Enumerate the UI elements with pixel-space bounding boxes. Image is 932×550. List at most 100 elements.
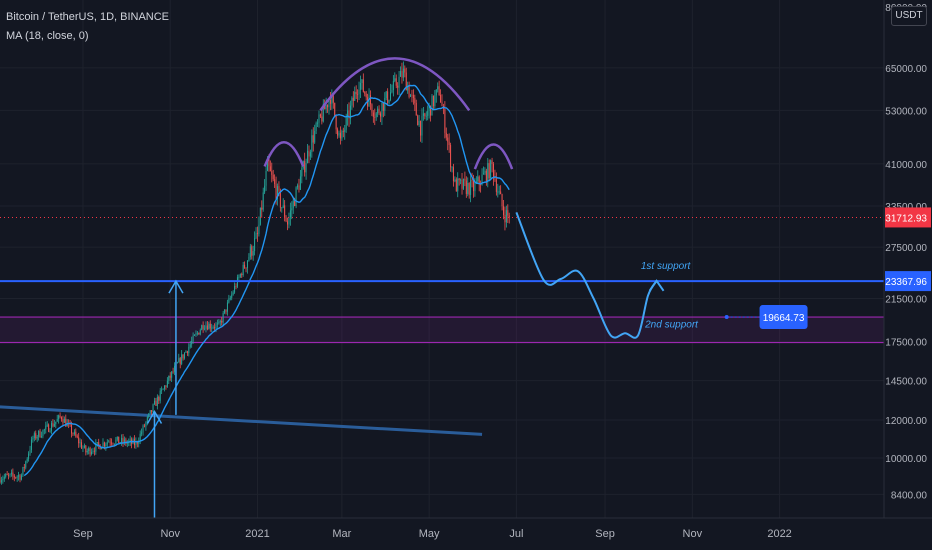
candle-body [452,167,454,182]
candle-body [166,380,168,387]
time-axis[interactable]: Sep Nov 2021 Mar May Jul Sep Nov 2022 [0,517,932,550]
candle-body [304,161,306,173]
candle-body [457,178,459,192]
candle-body [161,389,163,391]
candle-body [136,441,138,444]
candle-body [421,115,423,136]
candle-body [248,257,250,261]
candle-body [284,205,286,218]
candle-body [9,473,11,476]
currency-button[interactable]: USDT [891,6,927,26]
candle-body [5,474,7,477]
candle-body [312,135,314,143]
candle-body [254,238,256,252]
candle-body [434,95,436,107]
candle-body [251,246,253,256]
candle-body [344,129,346,132]
candle-body [53,423,55,427]
candle-body [264,185,266,193]
x-tick-label: Mar [332,528,351,540]
candle-body [52,423,54,427]
candle-body [287,221,289,225]
candle-body [171,371,173,378]
candle-body [18,475,20,477]
candle-body [455,179,457,192]
candle-body [195,333,197,335]
candle-body [216,323,218,325]
candle-body [249,246,251,258]
candle-body [478,176,480,184]
y-tick-label: 53000.00 [885,106,927,117]
candle-body [384,98,386,111]
candle-body [388,99,390,103]
candle-body [63,418,65,423]
candle-body [43,429,45,431]
candle-body [40,436,42,438]
candle-body [440,95,442,103]
candle-body [444,108,446,133]
candle-body [112,443,114,445]
candle-body [266,158,268,172]
candle-body [460,179,462,181]
candle-body [209,323,211,329]
descending-trendline [0,405,483,436]
candle-body [424,113,426,117]
candle-body [369,95,371,105]
candle-body [12,472,14,476]
candle-body [259,207,261,225]
candle-body [475,181,477,183]
candle-body [447,137,449,142]
candle-body [219,320,221,323]
candle-body [427,110,429,116]
candle-body [156,397,158,406]
candle-body [239,274,241,278]
candle-body [382,102,384,111]
candle-body [355,91,357,95]
candle-body [319,114,321,117]
candle-body [374,116,376,118]
candle-body [490,160,492,179]
x-tick-label: Sep [595,528,615,540]
candle-body [125,439,127,444]
trendline-layer [0,405,483,436]
candle-body [412,95,414,99]
candle-body [377,108,379,114]
candle-body [358,89,360,95]
candle-body [488,163,490,179]
candle-body [348,110,350,119]
candle-body [29,449,31,454]
candle-body [414,98,416,103]
candle-body [435,89,437,96]
candle-body [256,232,258,234]
candle-body [364,91,366,94]
candle-body [143,425,145,427]
candle-body [118,436,120,444]
candle-body [178,358,180,363]
candle-body [305,163,307,173]
annotations-layer: 1st support 2nd support 19664.73 [641,261,808,331]
candle-body [111,442,113,444]
candle-body [301,168,303,177]
candle-body [121,437,123,443]
candle-body [81,442,83,449]
candle-body [126,442,128,444]
candle-body [325,104,327,110]
candle-body [61,417,63,420]
candle-body [36,436,38,439]
candle-body [204,328,206,330]
candle-body [294,200,296,206]
candle-body [211,327,213,329]
price-axis[interactable]: 65000.0053000.0041000.0033500.0027500.00… [883,0,932,550]
x-tick-label: Nov [160,528,180,540]
x-tick-label: Nov [683,528,703,540]
candle-body [307,150,309,164]
candle-body [169,375,171,378]
candle-body [271,171,273,175]
candle-body [420,120,422,136]
candle-body [95,443,97,452]
candle-body [484,170,486,174]
moving-average-line [23,84,510,477]
projection-path [515,211,658,339]
